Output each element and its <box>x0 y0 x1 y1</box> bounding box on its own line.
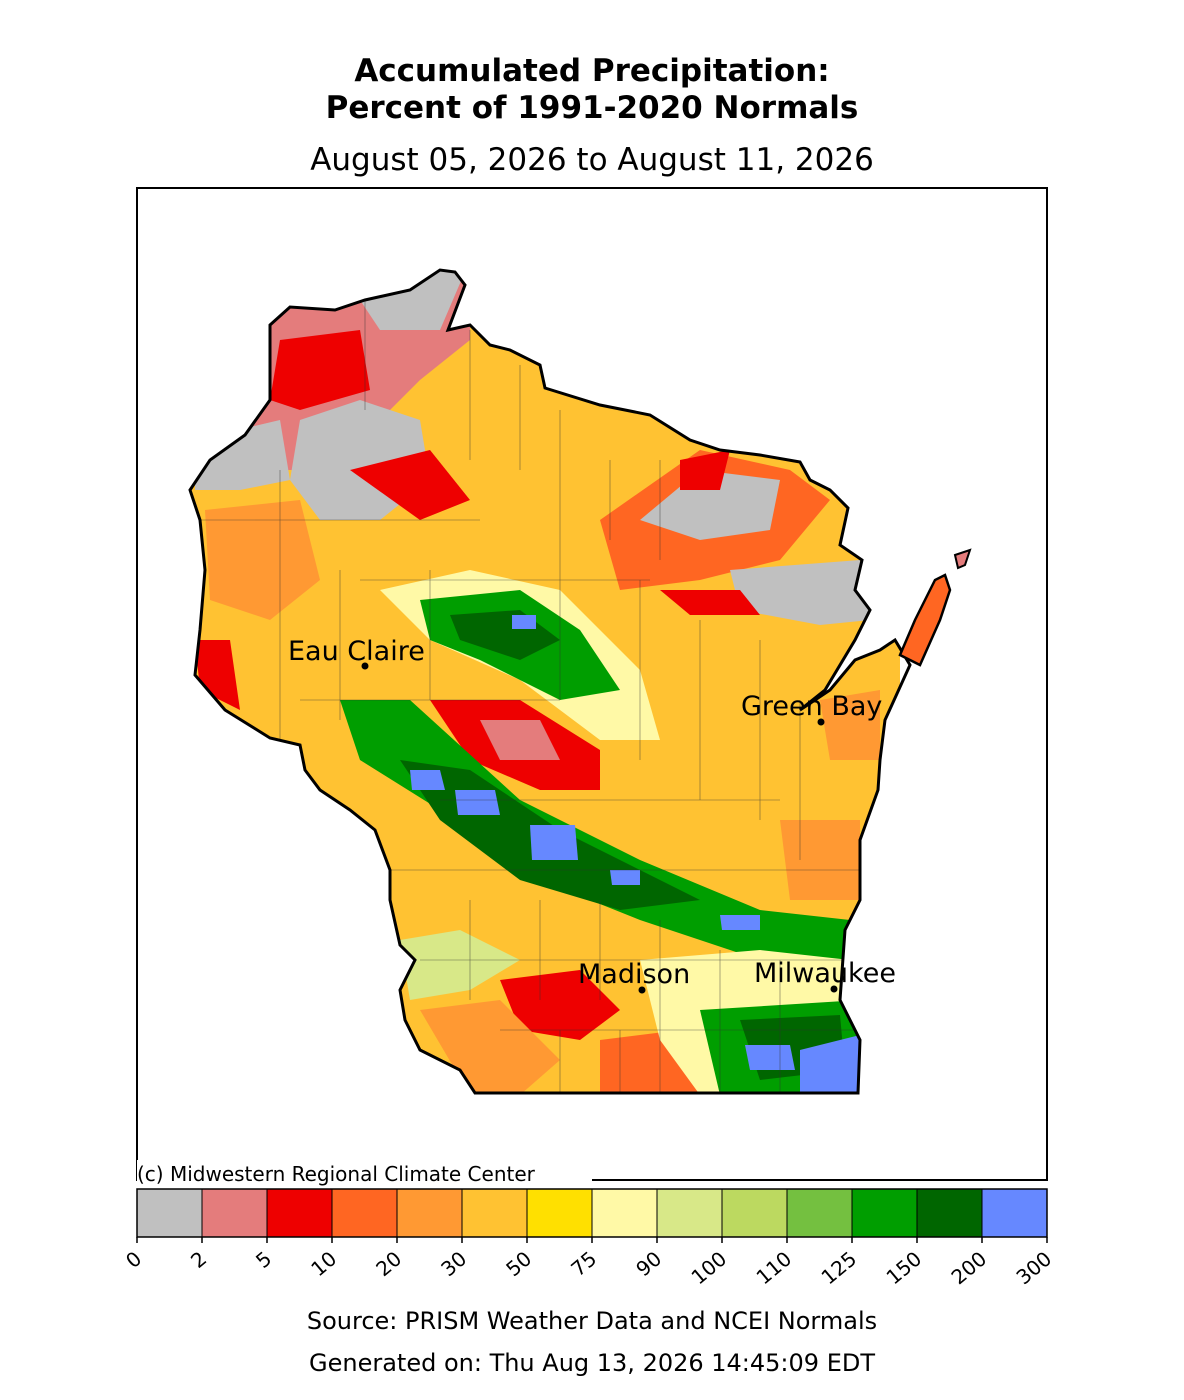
city-label: Milwaukee <box>754 958 896 989</box>
city-label: Eau Claire <box>288 636 425 667</box>
state-outline <box>188 268 912 1095</box>
washington-island <box>953 548 972 570</box>
field-s-red <box>500 970 620 1040</box>
precipitation-field <box>190 270 910 1093</box>
field-central-blue <box>512 615 536 629</box>
colorbar-tick-label: 300 <box>1012 1246 1057 1289</box>
source-text: Source: PRISM Weather Data and NCEI Norm… <box>306 1307 878 1335</box>
colorbar-swatch <box>527 1189 593 1237</box>
colorbar-swatch <box>787 1189 853 1237</box>
field-w-orange <box>205 500 320 620</box>
colorbar-tick-label: 75 <box>566 1246 601 1281</box>
colorbar-swatch <box>137 1189 203 1237</box>
copyright-text: (c) Midwestern Regional Climate Center <box>137 1162 536 1186</box>
colorbar-swatch <box>722 1189 788 1237</box>
field-sw-blue3 <box>530 825 578 860</box>
field-sw-blue4 <box>610 870 640 885</box>
colorbar-tick-label: 2 <box>186 1246 211 1273</box>
field-nw-red2 <box>350 450 470 520</box>
field-ne-red <box>680 450 730 490</box>
field-e-orange <box>780 820 860 900</box>
field-e-red <box>660 590 760 615</box>
city-milwaukee: Milwaukee <box>754 958 896 993</box>
colorbar-tick-label: 50 <box>501 1246 536 1281</box>
field-e-gray <box>730 560 870 625</box>
colorbar-tick-label: 125 <box>817 1246 862 1289</box>
city-eau-claire: Eau Claire <box>288 636 425 670</box>
colorbar-swatch <box>592 1189 658 1237</box>
city-label: Madison <box>578 959 690 990</box>
field-sw-green <box>340 700 860 960</box>
date-range: August 05, 2026 to August 11, 2026 <box>310 142 874 178</box>
colorbar-tick-label: 5 <box>251 1246 276 1273</box>
colorbar-swatch <box>462 1189 528 1237</box>
colorbar-swatch <box>332 1189 398 1237</box>
city-green-bay: Green Bay <box>741 691 882 726</box>
copyright-backdrop <box>137 1160 592 1182</box>
colorbar-tick-label: 100 <box>687 1246 732 1289</box>
colorbar-swatch <box>397 1189 463 1237</box>
map-title-line2: Percent of 1991-2020 Normals <box>325 90 859 126</box>
generated-text: Generated on: Thu Aug 13, 2026 14:45:09 … <box>309 1349 875 1377</box>
door-peninsula <box>898 573 952 667</box>
field-sw-blue5 <box>720 915 760 930</box>
colorbar-tick-label: 150 <box>882 1246 927 1289</box>
colorbar-swatch <box>202 1189 268 1237</box>
colorbar: 0 2 5 10 20 30 50 75 90 100 110 125 150 200 300 <box>121 1188 1057 1289</box>
colorbar-tick-label: 0 <box>121 1246 146 1273</box>
colorbar-swatch <box>852 1189 918 1237</box>
colorbar-tick-label: 110 <box>752 1246 797 1289</box>
field-sw-blue1 <box>410 770 445 790</box>
colorbar-swatch <box>267 1189 333 1237</box>
colorbar-tick-label: 90 <box>631 1246 666 1281</box>
field-sw-blue2 <box>455 790 500 815</box>
colorbar-tick-label: 10 <box>306 1246 341 1281</box>
field-e-orange2 <box>820 690 880 760</box>
field-se-blue2 <box>800 1035 860 1093</box>
field-nw-red <box>270 330 370 410</box>
colorbar-swatch <box>657 1189 723 1237</box>
field-ne-gray <box>640 470 780 540</box>
map-title-line1: Accumulated Precipitation: <box>354 53 830 89</box>
colorbar-tick-label: 20 <box>371 1246 406 1281</box>
field-se-blue1 <box>745 1045 795 1070</box>
county-lines <box>190 300 860 1093</box>
colorbar-tick-label: 200 <box>947 1246 992 1289</box>
colorbar-swatch <box>917 1189 983 1237</box>
colorbar-tick-label: 30 <box>436 1246 471 1281</box>
field-s-lightgreen <box>400 930 520 1000</box>
city-madison: Madison <box>578 959 690 994</box>
city-label: Green Bay <box>741 691 882 722</box>
field-center-pink <box>480 720 560 760</box>
colorbar-swatch <box>982 1189 1048 1237</box>
field-s-orange <box>420 1000 560 1093</box>
